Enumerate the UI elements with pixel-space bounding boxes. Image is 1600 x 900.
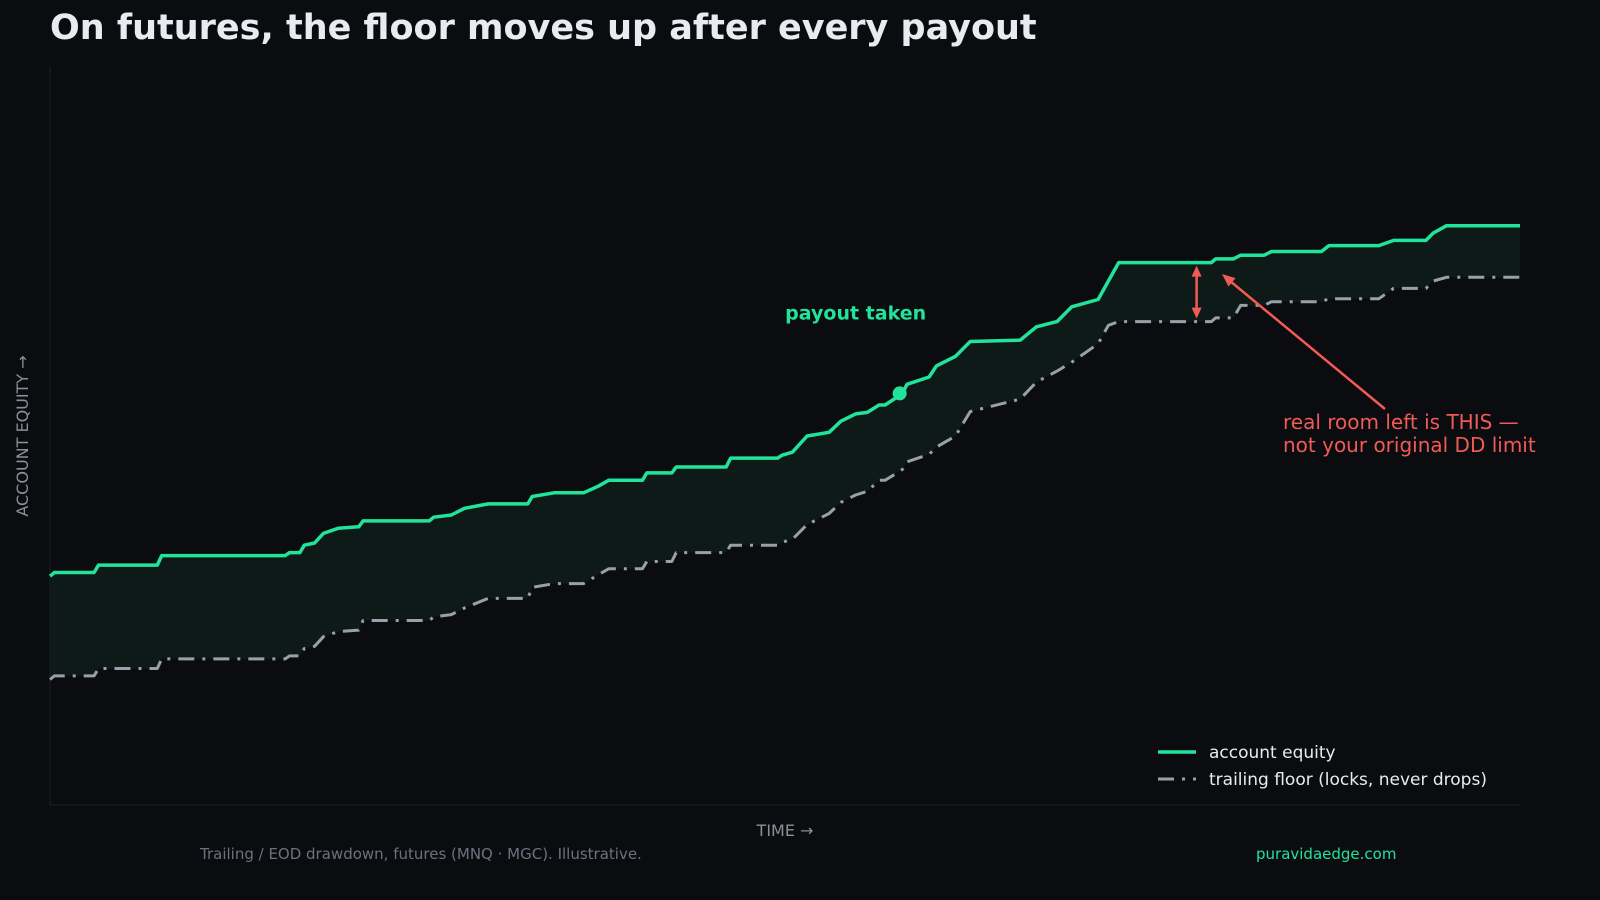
payout-label: payout taken [785, 302, 926, 324]
room-annotation-line-2: not your original DD limit [1283, 433, 1536, 457]
room-pointer-arrow [1229, 280, 1386, 410]
account-equity-line [48, 223, 1520, 578]
plot-frame [49, 67, 1520, 806]
footer-brand: puravidaedge.com [1256, 845, 1397, 863]
trailing-floor-line [49, 275, 1520, 681]
room-arrow-head-bottom [1191, 307, 1202, 319]
room-band-fill [50, 225, 1520, 680]
legend-label-floor: trailing floor (locks, never drops) [1209, 770, 1487, 790]
footer-note: Trailing / EOD drawdown, futures (MNQ · … [200, 845, 642, 863]
legend: account equity trailing floor (locks, ne… [1158, 743, 1487, 790]
room-annotation-line-1: real room left is THIS — [1283, 410, 1519, 434]
chart-title: On futures, the floor moves up after eve… [50, 8, 1037, 48]
room-annotation: real room left is THIS — not your origin… [1191, 265, 1536, 457]
room-pointer-arrow-head [1222, 274, 1236, 287]
room-arrow-head-top [1191, 265, 1202, 277]
payout-marker [892, 386, 907, 401]
legend-label-equity: account equity [1209, 743, 1336, 763]
y-axis-label: ACCOUNT EQUITY → [13, 355, 32, 516]
x-axis-label: TIME → [756, 821, 814, 840]
